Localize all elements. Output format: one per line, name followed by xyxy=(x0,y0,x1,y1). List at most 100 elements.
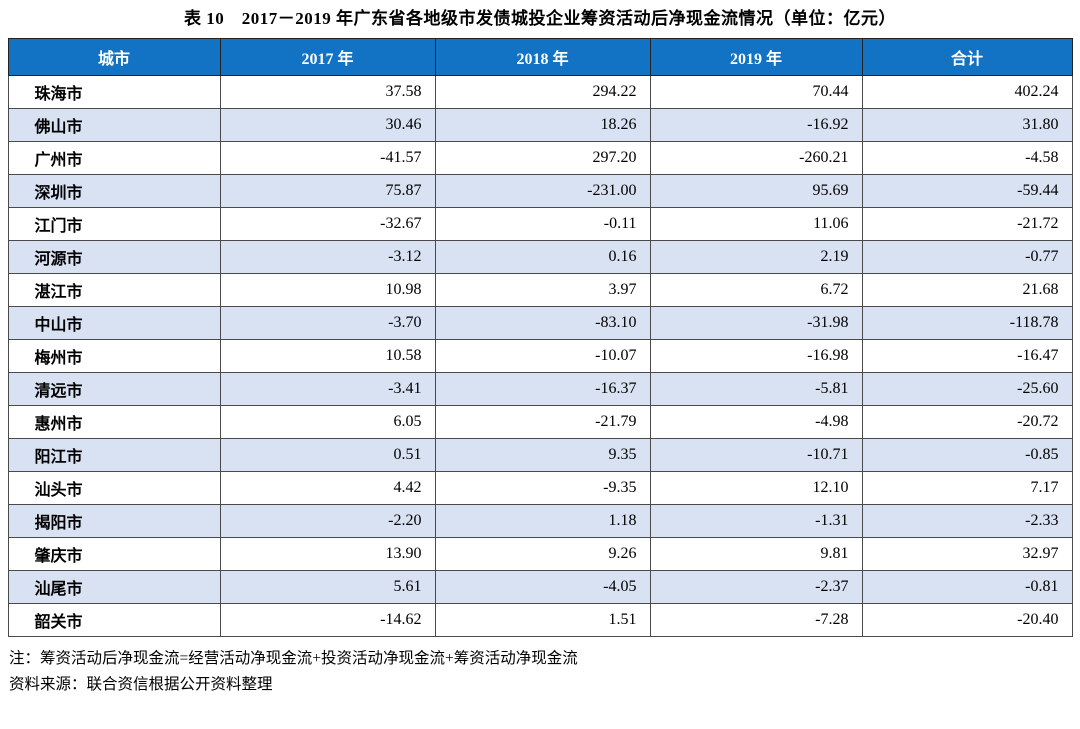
value-cell: 3.97 xyxy=(434,273,651,307)
value-cell: -2.33 xyxy=(861,504,1073,538)
value-cell: 0.51 xyxy=(219,438,436,472)
table-row: 清远市 -3.41 -16.37 -5.81 -25.60 xyxy=(7,372,1073,406)
table-title: 表 10 2017－2019 年广东省各地级市发债城投企业筹资活动后净现金流情况… xyxy=(184,9,896,28)
value-cell: -31.98 xyxy=(649,306,863,340)
value-cell: -4.58 xyxy=(861,141,1073,175)
value-cell: -10.71 xyxy=(649,438,863,472)
value-cell: -2.37 xyxy=(649,570,863,604)
table-body: 珠海市 37.58 294.22 70.44 402.24 佛山市 30.46 18.26 -1… xyxy=(7,75,1073,637)
city-cell: 清远市 xyxy=(7,372,221,406)
table-row: 肇庆市 13.90 9.26 9.81 32.97 xyxy=(7,537,1073,571)
column-header-1: 2017 年 xyxy=(219,38,436,76)
value-cell: -16.37 xyxy=(434,372,651,406)
value-cell: 1.51 xyxy=(434,603,651,637)
value-cell: -20.40 xyxy=(861,603,1073,637)
table-row: 湛江市 10.98 3.97 6.72 21.68 xyxy=(7,273,1073,307)
column-header-3: 2019 年 xyxy=(649,38,863,76)
city-cell: 揭阳市 xyxy=(7,504,221,538)
value-cell: 70.44 xyxy=(649,75,863,109)
city-cell: 惠州市 xyxy=(7,405,221,439)
value-cell: 7.17 xyxy=(861,471,1073,505)
value-cell: -10.07 xyxy=(434,339,651,373)
value-cell: 4.42 xyxy=(219,471,436,505)
value-cell: 9.81 xyxy=(649,537,863,571)
value-cell: 10.98 xyxy=(219,273,436,307)
table-row: 揭阳市 -2.20 1.18 -1.31 -2.33 xyxy=(7,504,1073,538)
value-cell: -16.98 xyxy=(649,339,863,373)
city-cell: 深圳市 xyxy=(7,174,221,208)
value-cell: 402.24 xyxy=(861,75,1073,109)
city-cell: 江门市 xyxy=(7,207,221,241)
value-cell: 13.90 xyxy=(219,537,436,571)
value-cell: -0.77 xyxy=(861,240,1073,274)
table-row: 韶关市 -14.62 1.51 -7.28 -20.40 xyxy=(7,603,1073,637)
city-cell: 湛江市 xyxy=(7,273,221,307)
city-cell: 珠海市 xyxy=(7,75,221,109)
city-cell: 汕头市 xyxy=(7,471,221,505)
value-cell: -1.31 xyxy=(649,504,863,538)
value-cell: 2.19 xyxy=(649,240,863,274)
value-cell: -0.81 xyxy=(861,570,1073,604)
footnotes: 注：筹资活动后净现金流=经营活动净现金流+投资活动净现金流+筹资活动净现金流 资… xyxy=(9,646,1080,698)
value-cell: 10.58 xyxy=(219,339,436,373)
note-source: 资料来源：联合资信根据公开资料整理 xyxy=(9,676,273,693)
value-cell: -4.05 xyxy=(434,570,651,604)
value-cell: -21.79 xyxy=(434,405,651,439)
city-cell: 河源市 xyxy=(7,240,221,274)
value-cell: 297.20 xyxy=(434,141,651,175)
city-cell: 韶关市 xyxy=(7,603,221,637)
city-cell: 佛山市 xyxy=(7,108,221,142)
table-row: 惠州市 6.05 -21.79 -4.98 -20.72 xyxy=(7,405,1073,439)
table-row: 珠海市 37.58 294.22 70.44 402.24 xyxy=(7,75,1073,109)
city-cell: 肇庆市 xyxy=(7,537,221,571)
value-cell: 30.46 xyxy=(219,108,436,142)
value-cell: -0.85 xyxy=(861,438,1073,472)
value-cell: 75.87 xyxy=(219,174,436,208)
value-cell: -118.78 xyxy=(861,306,1073,340)
table-row: 阳江市 0.51 9.35 -10.71 -0.85 xyxy=(7,438,1073,472)
value-cell: -83.10 xyxy=(434,306,651,340)
value-cell: -32.67 xyxy=(219,207,436,241)
value-cell: -260.21 xyxy=(649,141,863,175)
value-cell: 1.18 xyxy=(434,504,651,538)
table-row: 深圳市 75.87 -231.00 95.69 -59.44 xyxy=(7,174,1073,208)
value-cell: -3.70 xyxy=(219,306,436,340)
value-cell: 32.97 xyxy=(861,537,1073,571)
column-header-0: 城市 xyxy=(7,38,221,76)
note-formula: 注：筹资活动后净现金流=经营活动净现金流+投资活动净现金流+筹资活动净现金流 xyxy=(9,650,578,667)
table-row: 佛山市 30.46 18.26 -16.92 31.80 xyxy=(7,108,1073,142)
value-cell: 6.72 xyxy=(649,273,863,307)
column-header-2: 2018 年 xyxy=(434,38,651,76)
value-cell: 95.69 xyxy=(649,174,863,208)
value-cell: -3.41 xyxy=(219,372,436,406)
cash-flow-table: 城市 2017 年 2018 年 2019 年合计 珠海市 37.58 294.22 70.… xyxy=(7,38,1073,637)
value-cell: -25.60 xyxy=(861,372,1073,406)
table-row: 广州市 -41.57 297.20 -260.21 -4.58 xyxy=(7,141,1073,175)
value-cell: -3.12 xyxy=(219,240,436,274)
value-cell: 37.58 xyxy=(219,75,436,109)
value-cell: -16.92 xyxy=(649,108,863,142)
value-cell: -9.35 xyxy=(434,471,651,505)
table-row: 汕头市 4.42 -9.35 12.10 7.17 xyxy=(7,471,1073,505)
value-cell: -0.11 xyxy=(434,207,651,241)
value-cell: -59.44 xyxy=(861,174,1073,208)
value-cell: -2.20 xyxy=(219,504,436,538)
value-cell: 0.16 xyxy=(434,240,651,274)
value-cell: -14.62 xyxy=(219,603,436,637)
city-cell: 中山市 xyxy=(7,306,221,340)
value-cell: -231.00 xyxy=(434,174,651,208)
value-cell: -21.72 xyxy=(861,207,1073,241)
table-row: 河源市 -3.12 0.16 2.19 -0.77 xyxy=(7,240,1073,274)
value-cell: 6.05 xyxy=(219,405,436,439)
table-row: 汕尾市 5.61 -4.05 -2.37 -0.81 xyxy=(7,570,1073,604)
city-cell: 梅州市 xyxy=(7,339,221,373)
city-cell: 阳江市 xyxy=(7,438,221,472)
table-header: 城市 2017 年 2018 年 2019 年合计 xyxy=(7,38,1073,76)
value-cell: -41.57 xyxy=(219,141,436,175)
value-cell: -4.98 xyxy=(649,405,863,439)
value-cell: 12.10 xyxy=(649,471,863,505)
value-cell: -5.81 xyxy=(649,372,863,406)
value-cell: 294.22 xyxy=(434,75,651,109)
table-row: 江门市 -32.67 -0.11 11.06 -21.72 xyxy=(7,207,1073,241)
